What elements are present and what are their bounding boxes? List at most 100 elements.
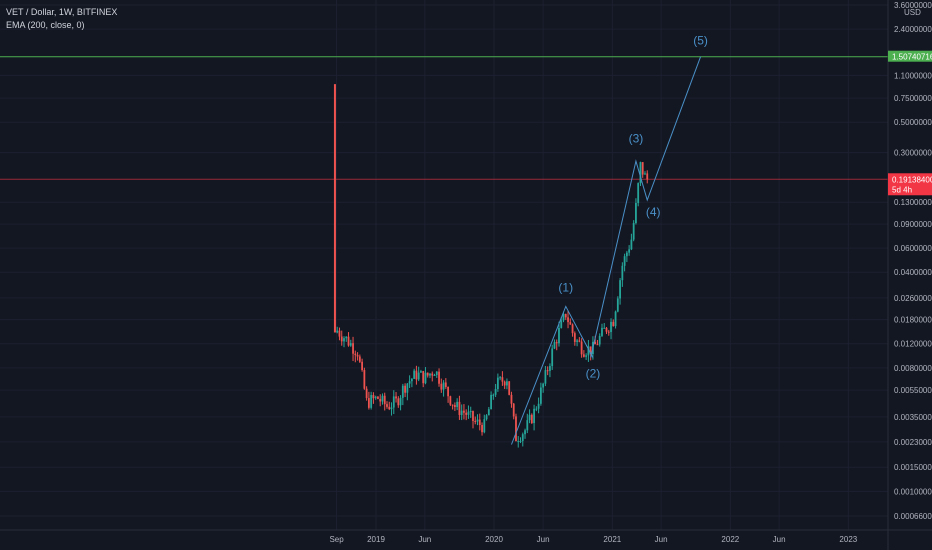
candle xyxy=(610,321,612,333)
y-tick-label: 0.00066000 xyxy=(894,512,932,521)
candle xyxy=(460,410,463,416)
x-tick-label: Sep xyxy=(329,535,344,544)
candle xyxy=(469,411,472,413)
candle xyxy=(395,396,397,399)
x-tick-label: 2023 xyxy=(839,535,857,544)
wave-line xyxy=(510,305,594,445)
elliott-wave-drawing[interactable]: (1) (2) (3) (4) (5) xyxy=(510,34,708,445)
candle xyxy=(526,420,529,431)
candle xyxy=(433,374,436,376)
candle xyxy=(619,280,621,299)
candle xyxy=(512,403,515,417)
candle xyxy=(632,223,635,240)
candle xyxy=(639,162,642,184)
wave-label: (3) xyxy=(629,132,644,146)
candle xyxy=(361,361,363,371)
candle xyxy=(487,409,490,416)
candle xyxy=(417,372,420,380)
candle xyxy=(408,381,411,384)
candle xyxy=(456,401,459,407)
candle xyxy=(628,249,631,253)
candle xyxy=(601,327,603,336)
candle xyxy=(644,173,646,175)
candle xyxy=(401,385,404,398)
candle xyxy=(485,415,488,420)
candle xyxy=(349,343,352,346)
y-tick-label: 3.60000000 xyxy=(894,1,932,10)
candle xyxy=(492,394,495,396)
candle xyxy=(569,322,572,325)
candle xyxy=(336,330,339,333)
candle xyxy=(410,378,413,382)
candle xyxy=(605,327,608,332)
candle xyxy=(472,411,474,421)
candle xyxy=(564,313,567,318)
wave-line xyxy=(590,56,702,358)
currency-label: USD xyxy=(904,8,921,17)
horizontal-lines[interactable] xyxy=(0,56,888,180)
candle xyxy=(528,414,531,421)
candle xyxy=(567,317,569,323)
candle xyxy=(415,370,418,380)
candle xyxy=(555,342,558,344)
candle xyxy=(641,162,644,175)
candle xyxy=(442,382,445,390)
chart-legend: VET / Dollar, 1W, BITFINEX EMA (200, clo… xyxy=(6,6,117,32)
candle xyxy=(338,330,341,337)
candle xyxy=(374,396,377,399)
candle xyxy=(560,320,563,328)
wave-label: (5) xyxy=(693,34,708,48)
candle xyxy=(549,366,551,371)
candle xyxy=(539,387,542,404)
candle xyxy=(506,381,508,386)
price-label-box xyxy=(888,173,932,196)
candle xyxy=(413,370,416,379)
candle xyxy=(515,416,517,442)
candle xyxy=(535,408,538,410)
candle xyxy=(390,407,393,410)
candle xyxy=(420,371,422,373)
candle xyxy=(476,419,479,422)
candle xyxy=(587,346,590,356)
candle xyxy=(377,396,379,399)
candle xyxy=(646,173,649,180)
candle xyxy=(533,408,535,424)
candle xyxy=(435,371,438,375)
y-tick-label: 2.40000000 xyxy=(894,25,932,34)
candle xyxy=(388,406,391,410)
countdown-label: 5d 4h xyxy=(892,185,912,194)
candle xyxy=(553,342,556,349)
time-axis[interactable]: Sep 2019 Jun 2020 Jun 2021 Jun 2022 Jun 2023 xyxy=(0,529,932,544)
wave-label: (4) xyxy=(646,205,661,219)
candle xyxy=(386,404,388,407)
candle xyxy=(496,377,499,390)
candle xyxy=(431,373,434,376)
symbol-title[interactable]: VET / Dollar, 1W, BITFINEX xyxy=(6,7,118,17)
candle xyxy=(358,356,361,362)
candle xyxy=(530,414,533,424)
x-tick-label: 2019 xyxy=(367,535,385,544)
candle xyxy=(347,336,350,346)
candle xyxy=(343,338,345,342)
x-tick-label: 2020 xyxy=(485,535,503,544)
candle xyxy=(449,396,452,405)
candle xyxy=(578,340,581,342)
x-tick-label: Jun xyxy=(773,535,786,544)
candle xyxy=(483,419,486,433)
candle xyxy=(544,370,547,384)
candle xyxy=(616,298,619,312)
candle xyxy=(438,371,440,384)
candle xyxy=(576,340,578,342)
indicator-label[interactable]: EMA (200, close, 0) xyxy=(6,20,85,30)
candle xyxy=(447,386,449,397)
candle xyxy=(603,327,606,329)
